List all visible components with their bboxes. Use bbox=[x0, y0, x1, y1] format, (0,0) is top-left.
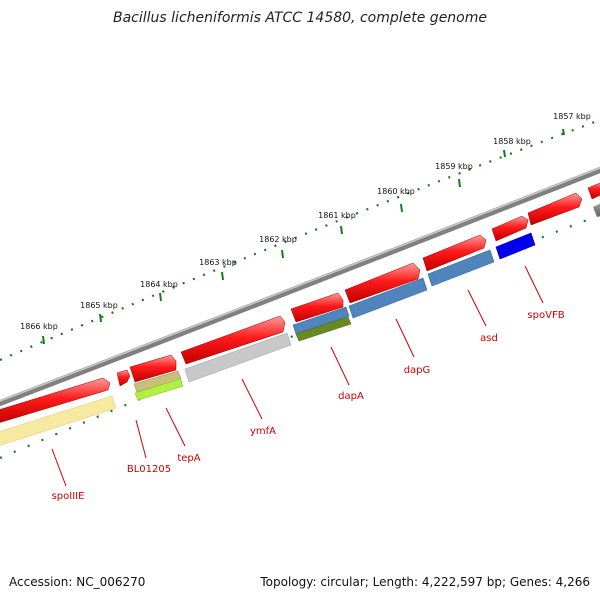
svg-text:tepA: tepA bbox=[177, 453, 200, 464]
gene-forward[interactable] bbox=[180, 315, 286, 365]
gene-forward[interactable] bbox=[587, 181, 600, 200]
gene-ymfA-bar[interactable] bbox=[184, 332, 292, 383]
gene-forward[interactable] bbox=[116, 369, 131, 387]
label-spoVFB: spoVFB bbox=[524, 265, 565, 321]
scale-tick: 1857 kbp bbox=[553, 112, 591, 136]
gene-forward[interactable] bbox=[491, 215, 529, 242]
gene-tepA-bar[interactable] bbox=[134, 378, 184, 401]
scale-tick: 1861 kbp bbox=[318, 211, 356, 235]
svg-text:spoVFB: spoVFB bbox=[527, 310, 564, 321]
scale-tick: 1860 kbp bbox=[377, 187, 415, 213]
label-asd: asd bbox=[467, 289, 498, 344]
scale-label-1866: 1866 kbp bbox=[20, 322, 58, 331]
gene-forward[interactable] bbox=[0, 377, 111, 424]
scale-label-1864: 1864 kbp bbox=[140, 280, 178, 289]
scale-tick: 1863 kbp bbox=[199, 258, 237, 281]
svg-text:asd: asd bbox=[480, 333, 498, 344]
gene-dapG-bar-upper[interactable] bbox=[292, 306, 350, 335]
gene-forward[interactable] bbox=[422, 234, 487, 272]
scale-tick: 1864 kbp bbox=[140, 280, 178, 302]
scale-label-1860: 1860 kbp bbox=[377, 187, 415, 196]
scale-tick: 1862 kbp bbox=[259, 235, 297, 259]
svg-text:dapG: dapG bbox=[404, 365, 431, 376]
label-spoIIIE: spoIIIE bbox=[51, 448, 85, 502]
gene-spoVFB-bar[interactable] bbox=[495, 232, 536, 260]
gene-forward[interactable] bbox=[129, 354, 177, 383]
scale-label-1861: 1861 kbp bbox=[318, 211, 356, 220]
kbp-scale: 1857 kbp 1858 kbp 1859 kbp 1860 kbp 1861… bbox=[0, 112, 600, 362]
label-tepA: tepA bbox=[165, 407, 201, 464]
scale-label-1862: 1862 kbp bbox=[259, 235, 297, 244]
svg-text:ymfA: ymfA bbox=[250, 426, 276, 437]
svg-text:spoIIIE: spoIIIE bbox=[52, 491, 85, 502]
scale-tick: 1858 kbp bbox=[493, 137, 531, 158]
label-BL01205: BL01205 bbox=[127, 419, 171, 475]
gene-spoIIIE-bar[interactable] bbox=[0, 395, 117, 447]
map-title: Bacillus licheniformis ATCC 14580, compl… bbox=[113, 10, 487, 26]
scale-label-1865: 1865 kbp bbox=[80, 301, 118, 310]
scale-label-1863: 1863 kbp bbox=[199, 258, 237, 267]
forward-genes bbox=[0, 181, 600, 424]
gene-dapA-bar[interactable] bbox=[295, 316, 352, 342]
gene-forward[interactable] bbox=[527, 192, 583, 226]
svg-text:BL01205: BL01205 bbox=[127, 464, 171, 475]
gene-asd-bar[interactable] bbox=[427, 249, 495, 287]
gene-forward[interactable] bbox=[290, 292, 344, 323]
genome-summary-text: Topology: circular; Length: 4,222,597 bp… bbox=[259, 575, 590, 589]
gene-dapG-bar[interactable] bbox=[348, 277, 428, 319]
svg-text:dapA: dapA bbox=[338, 391, 364, 402]
scale-label-1859: 1859 kbp bbox=[435, 162, 473, 171]
label-ymfA: ymfA bbox=[241, 378, 276, 437]
scale-tick: 1865 kbp bbox=[80, 301, 118, 323]
label-dapA: dapA bbox=[330, 346, 364, 402]
gene-grey-offscreen[interactable] bbox=[593, 201, 600, 217]
label-dapG: dapG bbox=[395, 318, 431, 376]
scale-tick: 1866 kbp bbox=[20, 322, 58, 345]
genome-backbone bbox=[0, 166, 600, 407]
gene-labels: spoIIIE BL01205 tepA ymfA dapA dapG asd … bbox=[51, 265, 565, 502]
scale-label-1857: 1857 kbp bbox=[553, 112, 591, 121]
scale-label-1858: 1858 kbp bbox=[493, 137, 531, 146]
gene-forward[interactable] bbox=[344, 262, 421, 304]
scale-tick: 1859 kbp bbox=[435, 162, 473, 188]
gene-BL01205-bar[interactable] bbox=[133, 370, 182, 393]
reverse-genes bbox=[0, 232, 536, 447]
accession-text: Accession: NC_006270 bbox=[9, 575, 145, 589]
